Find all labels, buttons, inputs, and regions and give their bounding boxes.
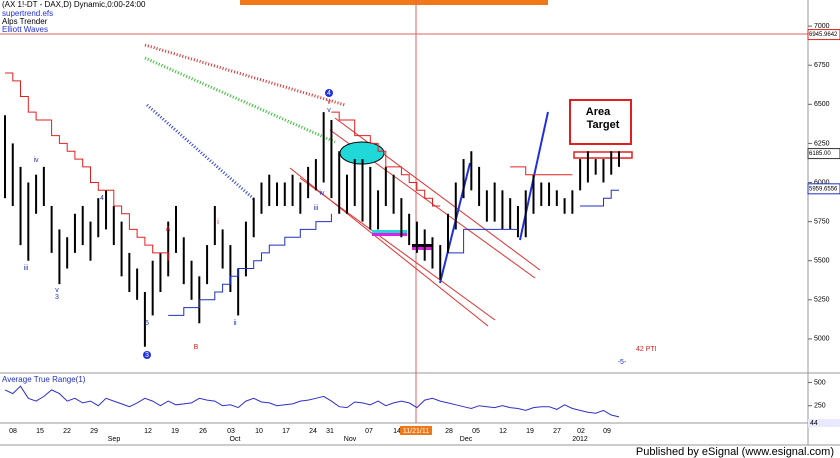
supertrend-line (448, 228, 518, 254)
x-tick-label: 24 (309, 428, 317, 435)
supertrend-line (331, 111, 441, 207)
x-tick-label: 22 (63, 428, 71, 435)
cursor-date-box (400, 426, 432, 435)
x-tick-label: 02 (577, 428, 585, 435)
zone (372, 233, 407, 236)
wave-label: i (217, 219, 219, 226)
x-tick-label: 19 (171, 428, 179, 435)
wave-label: v (55, 287, 59, 294)
x-tick-label: 05 (472, 428, 480, 435)
annotation: Target (587, 119, 620, 131)
wave-label: 4 (327, 90, 331, 97)
price-label-box (807, 29, 840, 41)
wave-label: 4 (100, 195, 104, 202)
ma-red (144, 43, 346, 107)
wave-label: 5 (145, 320, 149, 327)
y-tick-label: 5250 (814, 297, 830, 304)
y-tick-label: 5750 (814, 218, 830, 225)
footer: Published by eSignal (www.esignal.com) (636, 446, 834, 458)
study-label: supertrend.efs (2, 9, 53, 18)
supertrend-line (510, 166, 573, 176)
month-label: Sep (108, 436, 121, 443)
supertrend-line (168, 213, 332, 316)
indicator-current: 44 (810, 420, 818, 427)
zone (372, 230, 407, 233)
y-tick-label: 7000 (814, 23, 830, 30)
wave-label: v (327, 107, 331, 114)
wave-label: 3 (55, 294, 59, 301)
x-tick-label: 12 (499, 428, 507, 435)
wave-label: iv (319, 190, 325, 197)
y-tick-label: 500 (814, 379, 826, 386)
x-tick-label: 31 (326, 428, 334, 435)
wave-label: A (166, 226, 171, 233)
wave-circle (143, 351, 151, 359)
chart-title: (AX 1!-DT - DAX,D) Dynamic,0:00-24:00 (2, 0, 146, 9)
month-label: Nov (344, 436, 357, 443)
atr-line (4, 385, 620, 418)
x-tick-label: 10 (255, 428, 263, 435)
x-tick-label: 09 (603, 428, 611, 435)
x-tick-label: 19 (526, 428, 534, 435)
current-box (808, 419, 840, 427)
annotation: Area (586, 106, 611, 118)
wave-label: iii (314, 205, 319, 212)
x-tick-label: 17 (282, 428, 290, 435)
x-tick-label: 03 (227, 428, 235, 435)
price-label: 6185.00 (809, 151, 831, 157)
price-label: 6945.9642 (809, 32, 838, 38)
price-label: 5959.6556 (809, 186, 838, 192)
wave-circle (325, 89, 333, 97)
y-tick-label: 250 (814, 403, 826, 410)
price-label-box (807, 183, 840, 195)
x-tick-label: 12 (144, 428, 152, 435)
marker-label: 42 PTI (636, 346, 657, 353)
x-tick-label: 28 (445, 428, 453, 435)
x-tick-label: 27 (553, 428, 561, 435)
supertrend-line (580, 189, 619, 207)
toolbar-bar (240, 0, 548, 5)
y-tick-label: 6500 (814, 101, 830, 108)
channel (299, 177, 496, 321)
y-tick-label: 5500 (814, 258, 830, 265)
wave-label: v (327, 99, 331, 106)
zone (412, 247, 432, 250)
y-tick-label: 5000 (814, 336, 830, 343)
y-tick-label: 6250 (814, 140, 830, 147)
month-label: 2012 (572, 436, 588, 443)
study-label: Alps Trender (2, 17, 48, 26)
study-label: Elliott Waves (2, 25, 48, 34)
x-tick-label: 07 (365, 428, 373, 435)
supertrend-line (5, 72, 169, 261)
x-tick-label: 14 (393, 428, 401, 435)
x-tick-label: 08 (9, 428, 17, 435)
wave-label: iv (33, 157, 39, 164)
target-box (569, 99, 632, 145)
y-tick-label: 6750 (814, 62, 830, 69)
zone (412, 244, 432, 247)
x-tick-label: 15 (36, 428, 44, 435)
cursor-date: 11/21/11 (403, 428, 429, 435)
wave-label: B (194, 344, 199, 351)
wave-label: iii (24, 265, 29, 272)
y-tick-label: 6000 (814, 179, 830, 186)
month-label: Oct (230, 436, 241, 443)
wave-label: 3 (145, 352, 149, 359)
month-label: Dec (460, 436, 473, 443)
price-label-box (807, 148, 840, 160)
wave-label: ii (233, 320, 237, 327)
target-zone (573, 151, 633, 159)
indicator-title: Average True Range(1) (2, 375, 86, 384)
wave-label: -5- (618, 359, 627, 366)
x-tick-label: 26 (199, 428, 207, 435)
x-tick-label: 29 (90, 428, 98, 435)
